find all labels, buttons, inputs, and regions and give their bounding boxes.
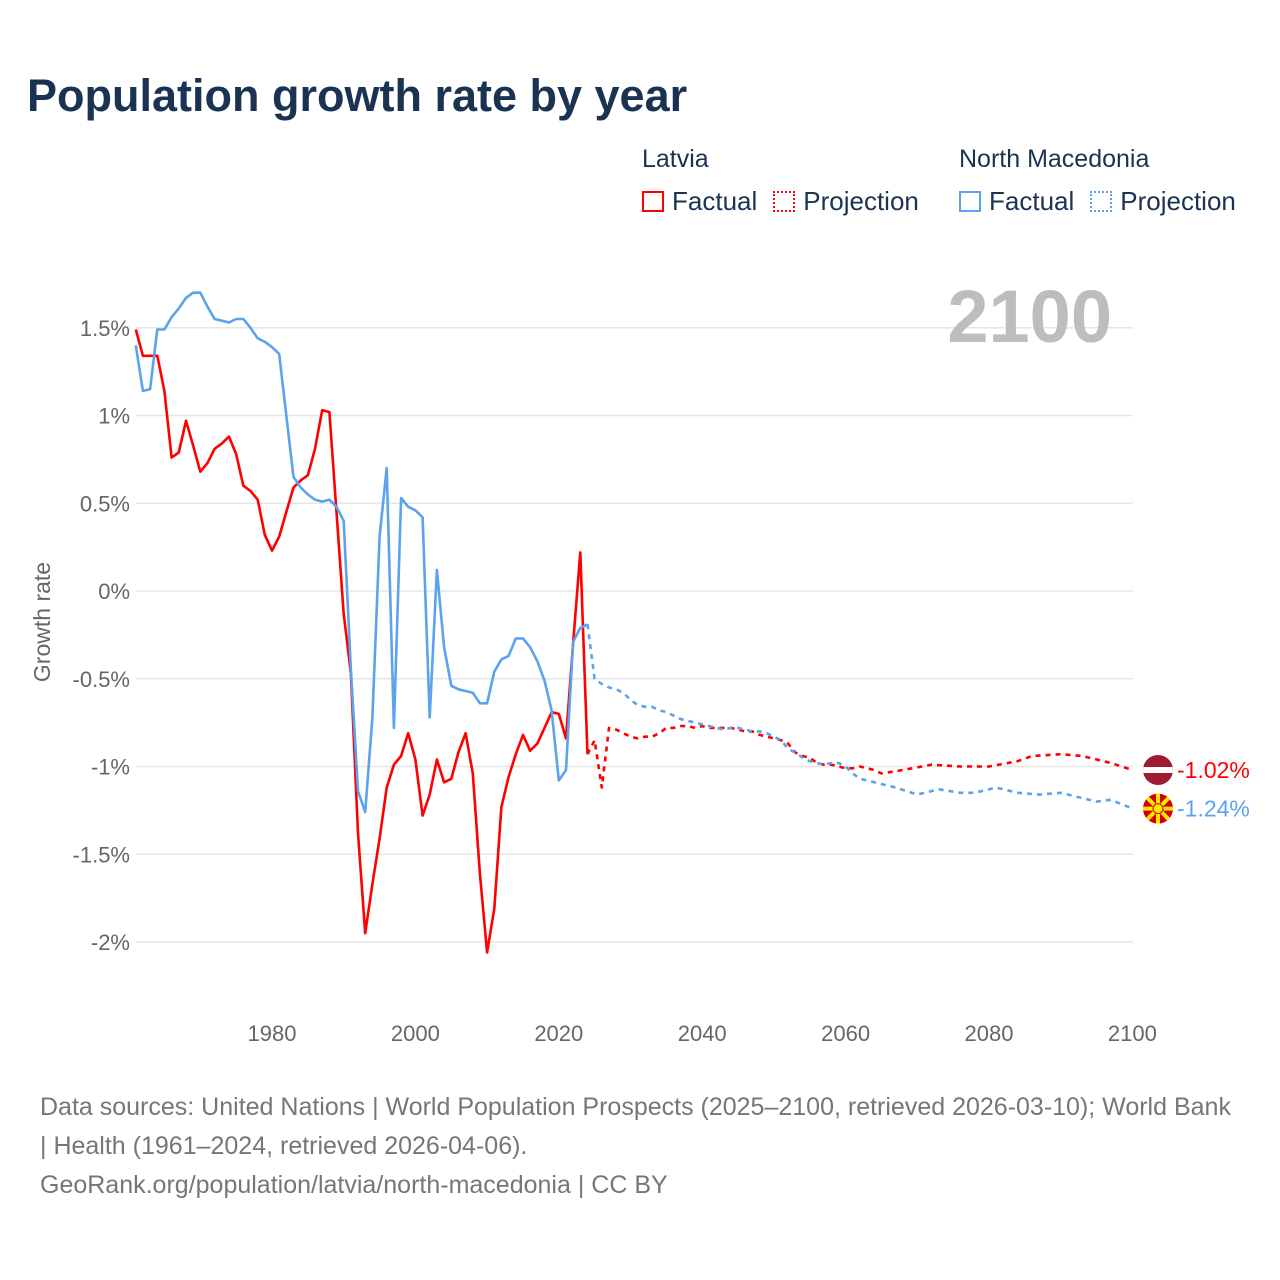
year-label: 2100	[947, 275, 1112, 358]
legend-latvia-projection[interactable]: Projection	[773, 186, 919, 217]
latvia-flag-icon	[1143, 755, 1173, 786]
legend-group-name: North Macedonia	[959, 145, 1150, 173]
series-lines	[134, 291, 1133, 954]
legend-label: Projection	[803, 186, 919, 216]
x-tick-label: 2080	[965, 1021, 1014, 1046]
legend-label: Factual	[989, 186, 1075, 216]
y-axis-ticks: 1.5% 1% 0.5% 0% -0.5% -1% -1.5% -2%	[73, 316, 130, 955]
x-tick-label: 2020	[534, 1021, 583, 1046]
legend-latvia: Latvia Factual Projection	[642, 145, 935, 217]
gridlines	[136, 327, 1133, 943]
y-tick-label: -1%	[91, 755, 130, 780]
legend-north-macedonia: North Macedonia Factual Projection	[959, 145, 1252, 217]
y-tick-label: 1%	[98, 404, 130, 429]
legend-swatch-dotted	[1090, 191, 1113, 212]
legend-label: Factual	[672, 186, 758, 216]
x-axis-ticks: 1980 2000 2020 2040 2060 2080 2100	[248, 1021, 1157, 1046]
y-tick-label: -2%	[91, 930, 130, 955]
legend-north-macedonia-projection[interactable]: Projection	[1090, 186, 1236, 217]
legend-north-macedonia-factual[interactable]: Factual	[959, 186, 1074, 217]
x-tick-label: 1980	[248, 1021, 297, 1046]
y-tick-label: -1.5%	[73, 842, 130, 867]
end-value-label: -1.02%	[1177, 757, 1250, 783]
north-macedonia-flag-icon	[1143, 793, 1173, 824]
legend-swatch-solid	[642, 191, 664, 212]
end-value-label: -1.24%	[1177, 796, 1250, 822]
data-sources: Data sources: United Nations | World Pop…	[40, 1093, 1231, 1160]
legend-swatch-solid	[959, 191, 981, 212]
y-axis-title: Growth rate	[29, 562, 55, 682]
latvia-factual-line[interactable]	[134, 329, 589, 954]
chart-title: Population growth rate by year	[27, 70, 688, 121]
legend-label: Projection	[1120, 186, 1236, 216]
x-tick-label: 2100	[1108, 1021, 1157, 1046]
x-tick-label: 2040	[678, 1021, 727, 1046]
end-labels: -1.02% -1.24%	[1143, 755, 1250, 824]
y-tick-label: 0.5%	[80, 491, 130, 516]
footer: Data sources: United Nations | World Pop…	[40, 1088, 1240, 1205]
y-tick-label: 1.5%	[80, 316, 130, 341]
y-tick-label: 0%	[98, 579, 130, 604]
x-tick-label: 2060	[821, 1021, 870, 1046]
north-macedonia-projection-line[interactable]	[586, 624, 1133, 810]
x-tick-label: 2000	[391, 1021, 440, 1046]
legend-swatch-dotted	[773, 191, 796, 212]
north-macedonia-factual-line[interactable]	[134, 291, 589, 814]
latvia-projection-line[interactable]	[586, 724, 1133, 789]
credit-link[interactable]: GeoRank.org/population/latvia/north-mace…	[40, 1171, 668, 1199]
y-tick-label: -0.5%	[73, 667, 130, 692]
legend-group-name: Latvia	[642, 145, 709, 173]
legend-latvia-factual[interactable]: Factual	[642, 186, 757, 217]
